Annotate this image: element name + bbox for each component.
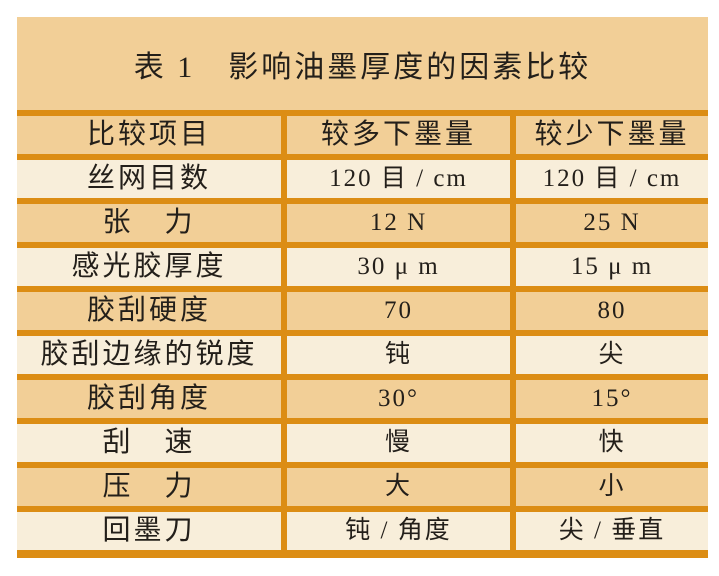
table-row-squeegee-hardness: 胶刮硬度 70 80 (17, 286, 708, 330)
more-ink-cell: 12 N (281, 204, 510, 242)
table-row-tension: 张 力 12 N 25 N (17, 198, 708, 242)
item-cell: 丝网目数 (86, 163, 211, 194)
table-row-edge-sharpness: 胶刮边缘的锐度 钝 尖 (17, 330, 708, 374)
less-ink-cell: 快 (510, 424, 708, 462)
item-cell: 压 力 (102, 471, 196, 502)
table-row-emulsion-thickness: 感光胶厚度 30 μ m 15 μ m (17, 242, 708, 286)
more-ink-cell: 70 (281, 292, 510, 330)
item-cell: 刮 速 (102, 427, 196, 458)
table-row-squeegee-angle: 胶刮角度 30° 15° (17, 374, 708, 418)
ink-thickness-comparison-table: 表 1 影响油墨厚度的因素比较 比较项目 较多下墨量 较少下墨量 丝网目数 12… (17, 17, 708, 558)
less-ink-cell: 尖 (510, 336, 708, 374)
table-title: 表 1 影响油墨厚度的因素比较 (17, 17, 708, 110)
table-row-flood-bar: 回墨刀 钝 / 角度 尖 / 垂直 (17, 506, 708, 550)
table-row-squeegee-speed: 刮 速 慢 快 (17, 418, 708, 462)
less-ink-cell: 120 目 / cm (510, 160, 708, 198)
header-cell-item: 比较项目 (86, 119, 211, 150)
less-ink-cell: 小 (510, 468, 708, 506)
more-ink-cell: 30° (281, 380, 510, 418)
item-cell: 感光胶厚度 (71, 251, 227, 282)
more-ink-cell: 钝 (281, 336, 510, 374)
table-row-pressure: 压 力 大 小 (17, 462, 708, 506)
item-cell: 张 力 (102, 207, 196, 238)
header-cell-more-ink: 较多下墨量 (281, 116, 510, 154)
more-ink-cell: 120 目 / cm (281, 160, 510, 198)
table-header-row: 比较项目 较多下墨量 较少下墨量 (17, 110, 708, 154)
less-ink-cell: 80 (510, 292, 708, 330)
item-cell: 回墨刀 (102, 515, 196, 546)
item-cell: 胶刮角度 (86, 383, 211, 414)
less-ink-cell: 尖 / 垂直 (510, 512, 708, 550)
less-ink-cell: 25 N (510, 204, 708, 242)
more-ink-cell: 大 (281, 468, 510, 506)
less-ink-cell: 15° (510, 380, 708, 418)
item-cell: 胶刮硬度 (86, 295, 211, 326)
item-cell: 胶刮边缘的锐度 (40, 339, 258, 370)
less-ink-cell: 15 μ m (510, 248, 708, 286)
table-row-mesh-count: 丝网目数 120 目 / cm 120 目 / cm (17, 154, 708, 198)
header-cell-less-ink: 较少下墨量 (510, 116, 708, 154)
more-ink-cell: 慢 (281, 424, 510, 462)
more-ink-cell: 钝 / 角度 (281, 512, 510, 550)
more-ink-cell: 30 μ m (281, 248, 510, 286)
